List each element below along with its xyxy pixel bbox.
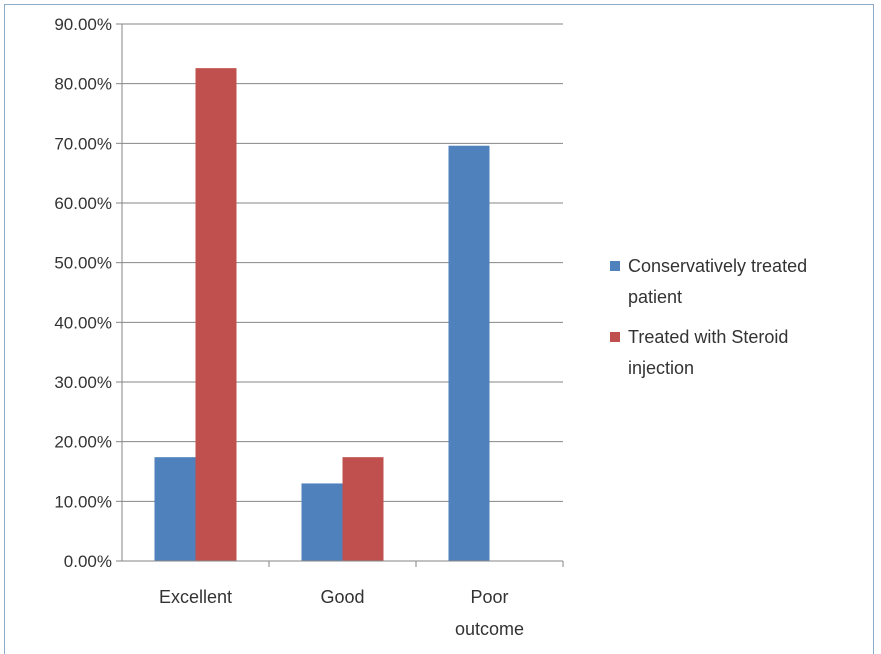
axes — [116, 23, 564, 567]
gridlines — [122, 23, 563, 502]
y-tick-label: 70.00% — [54, 134, 112, 153]
bar — [301, 483, 343, 561]
bar — [342, 457, 384, 561]
y-axis-tick-labels: 0.00% 10.00% 20.00% 30.00% 40.00% 50.00% 60.00… — [54, 15, 112, 571]
legend-swatch — [610, 332, 620, 342]
legend-label: Conservatively treated — [628, 256, 807, 276]
y-tick-label: 60.00% — [54, 194, 112, 213]
y-tick-label: 10.00% — [54, 492, 112, 511]
bars — [154, 68, 490, 562]
x-category-label: Poor — [470, 587, 508, 607]
y-tick-label: 90.00% — [54, 15, 112, 34]
y-tick-label: 30.00% — [54, 373, 112, 392]
x-category-label: Excellent — [159, 587, 232, 607]
legend-label: Treated with Steroid — [628, 327, 788, 347]
y-tick-label: 20.00% — [54, 433, 112, 452]
x-axis-category-labels: Excellent Good Poor outcome — [159, 587, 524, 639]
legend: Conservatively treated patient Treated wit… — [610, 256, 807, 378]
bar — [195, 68, 237, 562]
y-tick-label: 50.00% — [54, 254, 112, 273]
y-tick-label: 40.00% — [54, 313, 112, 332]
bar — [154, 457, 196, 561]
chart-frame — [4, 4, 874, 654]
y-tick-label: 80.00% — [54, 75, 112, 94]
x-category-label: Good — [320, 587, 364, 607]
legend-swatch — [610, 261, 620, 271]
legend-label: patient — [628, 287, 682, 307]
legend-label: injection — [628, 358, 694, 378]
x-category-label: outcome — [455, 619, 524, 639]
bar — [448, 145, 490, 561]
y-tick-label: 0.00% — [64, 552, 112, 571]
